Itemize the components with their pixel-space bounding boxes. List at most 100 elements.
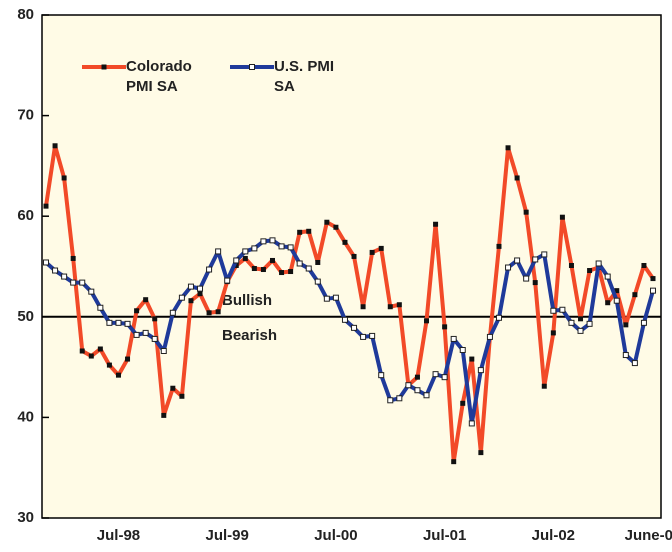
data-point: [287, 244, 294, 251]
data-point: [532, 256, 539, 263]
x-tick-label: Jul-98: [97, 527, 140, 544]
data-point: [151, 335, 158, 342]
data-point: [206, 266, 213, 273]
data-point: [451, 459, 457, 465]
data-point: [360, 304, 366, 310]
data-point: [441, 374, 448, 381]
data-point: [605, 300, 611, 306]
data-point: [251, 245, 258, 252]
data-point: [315, 259, 321, 265]
data-point: [333, 224, 339, 230]
data-point: [143, 297, 149, 303]
data-point: [396, 395, 403, 402]
data-point: [79, 279, 86, 286]
data-point: [622, 352, 629, 359]
data-point: [613, 297, 620, 304]
legend-marker: [101, 64, 107, 70]
data-point: [269, 237, 276, 244]
data-point: [170, 385, 176, 391]
data-point: [650, 287, 656, 294]
data-point: [559, 214, 565, 220]
y-tick-label: 50: [17, 308, 34, 325]
data-point: [115, 372, 121, 378]
data-point: [206, 310, 212, 316]
annotation: Bullish: [222, 292, 272, 309]
data-point: [160, 348, 167, 355]
data-point: [423, 392, 430, 399]
data-point: [486, 333, 493, 340]
data-point: [442, 324, 448, 330]
data-point: [614, 288, 620, 294]
data-point: [61, 175, 67, 181]
data-point: [459, 346, 466, 353]
data-point: [306, 228, 312, 234]
y-tick-label: 80: [17, 6, 34, 23]
series-line: [44, 143, 655, 464]
data-point: [161, 412, 167, 418]
data-point: [70, 279, 77, 286]
data-point: [188, 298, 194, 304]
data-point: [586, 320, 593, 327]
data-point: [288, 269, 294, 275]
data-point: [640, 319, 647, 326]
data-point: [124, 320, 131, 327]
data-point: [351, 324, 358, 331]
data-point: [650, 276, 656, 282]
data-point: [251, 266, 257, 272]
data-point: [88, 288, 95, 295]
data-point: [269, 257, 275, 263]
data-point: [233, 262, 239, 268]
data-point: [631, 360, 638, 367]
data-point: [414, 387, 421, 394]
x-tick-label: June-03: [625, 527, 672, 544]
data-point: [369, 332, 376, 339]
data-point: [106, 362, 112, 368]
data-point: [197, 285, 204, 292]
data-point: [433, 221, 439, 227]
y-tick-label: 30: [17, 509, 34, 526]
legend-marker: [249, 64, 255, 70]
data-point: [278, 243, 285, 250]
data-point: [432, 371, 439, 378]
data-point: [296, 260, 303, 267]
y-tick-label: 70: [17, 107, 34, 124]
data-point: [505, 264, 512, 271]
data-point: [424, 318, 430, 324]
data-point: [260, 267, 266, 273]
data-point: [505, 145, 511, 151]
data-point: [297, 229, 303, 235]
data-point: [152, 316, 158, 322]
data-point: [514, 257, 521, 264]
data-point: [134, 308, 140, 314]
x-tick-label: Jul-00: [314, 527, 357, 544]
legend-label: Colorado PMI SA: [126, 58, 192, 95]
data-point: [396, 302, 402, 308]
data-point: [496, 243, 502, 249]
data-point: [595, 260, 602, 267]
data-point: [477, 367, 484, 374]
data-point: [495, 314, 502, 321]
data-point: [541, 383, 547, 389]
x-tick-label: Jul-01: [423, 527, 466, 544]
data-point: [179, 393, 185, 399]
data-point: [314, 278, 321, 285]
data-point: [215, 248, 222, 255]
data-point: [587, 268, 593, 274]
x-tick-label: Jul-02: [532, 527, 575, 544]
data-point: [632, 292, 638, 298]
data-point: [523, 275, 530, 282]
data-point: [378, 372, 385, 379]
data-point: [233, 257, 240, 264]
data-point: [523, 209, 529, 215]
data-point: [242, 248, 249, 255]
data-point: [387, 397, 394, 404]
data-point: [106, 319, 113, 326]
data-point: [342, 239, 348, 245]
data-point: [559, 306, 566, 313]
y-tick-label: 40: [17, 408, 34, 425]
data-point: [324, 219, 330, 225]
data-point: [88, 353, 94, 359]
data-point: [641, 262, 647, 268]
data-point: [369, 249, 375, 255]
